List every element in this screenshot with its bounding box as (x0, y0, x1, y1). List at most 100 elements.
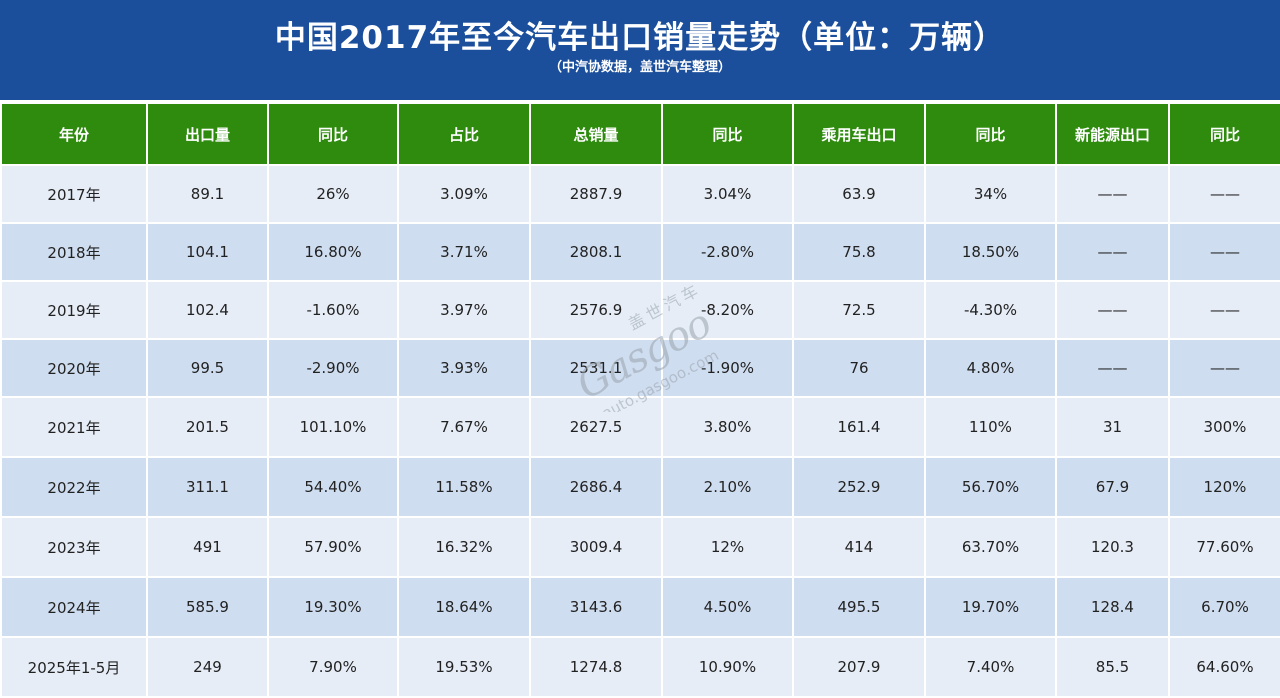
cell-total-sales: 1274.8 (529, 636, 663, 698)
cell-nev-yoy: —— (1168, 338, 1280, 398)
cell-nev-export: 128.4 (1055, 576, 1170, 638)
column-header-export-volume: 出口量 (146, 102, 269, 166)
cell-nev-yoy: 120% (1168, 456, 1280, 518)
cell-passenger-export: 252.9 (792, 456, 926, 518)
column-header-passenger-yoy: 同比 (924, 102, 1057, 166)
cell-export-volume: 585.9 (146, 576, 269, 638)
cell-nev-export: 85.5 (1055, 636, 1170, 698)
cell-year: 2018年 (0, 222, 148, 282)
cell-passenger-export: 72.5 (792, 280, 926, 340)
column-header-passenger-export: 乘用车出口 (792, 102, 926, 166)
cell-export-yoy: 7.90% (267, 636, 399, 698)
cell-nev-yoy: —— (1168, 280, 1280, 340)
cell-nev-yoy: —— (1168, 164, 1280, 224)
cell-export-volume: 102.4 (146, 280, 269, 340)
cell-passenger-yoy: 18.50% (924, 222, 1057, 282)
cell-total-yoy: 4.50% (661, 576, 794, 638)
cell-export-yoy: -1.60% (267, 280, 399, 340)
cell-year: 2022年 (0, 456, 148, 518)
cell-export-yoy: 26% (267, 164, 399, 224)
cell-nev-export: 67.9 (1055, 456, 1170, 518)
cell-nev-export: 120.3 (1055, 516, 1170, 578)
cell-total-yoy: 12% (661, 516, 794, 578)
column-header-year: 年份 (0, 102, 148, 166)
table-row: 2024年 585.9 19.30% 18.64% 3143.6 4.50% 495.5 19… (0, 576, 1280, 638)
cell-total-yoy: 2.10% (661, 456, 794, 518)
table-row: 2022年 311.1 54.40% 11.58% 2686.4 2.10% 252.9 56… (0, 456, 1280, 518)
cell-export-volume: 491 (146, 516, 269, 578)
page-title: 中国2017年至今汽车出口销量走势（单位：万辆） (274, 20, 1006, 56)
table-row: 2018年 104.1 16.80% 3.71% 2808.1 -2.80% 75.8 18.… (0, 222, 1280, 282)
cell-nev-export: —— (1055, 338, 1170, 398)
column-header-share: 占比 (397, 102, 531, 166)
cell-export-yoy: 57.90% (267, 516, 399, 578)
table-row: 2019年 102.4 -1.60% 3.97% 2576.9 -8.20% 72.5 -4.… (0, 280, 1280, 340)
cell-total-sales: 2887.9 (529, 164, 663, 224)
cell-share: 11.58% (397, 456, 531, 518)
cell-share: 3.97% (397, 280, 531, 340)
cell-export-yoy: -2.90% (267, 338, 399, 398)
column-header-nev-export: 新能源出口 (1055, 102, 1170, 166)
cell-total-yoy: 3.80% (661, 396, 794, 458)
cell-total-yoy: -8.20% (661, 280, 794, 340)
cell-passenger-export: 63.9 (792, 164, 926, 224)
cell-nev-export: —— (1055, 164, 1170, 224)
cell-total-yoy: -2.80% (661, 222, 794, 282)
cell-passenger-yoy: 63.70% (924, 516, 1057, 578)
cell-total-sales: 2808.1 (529, 222, 663, 282)
column-header-total-sales: 总销量 (529, 102, 663, 166)
cell-share: 19.53% (397, 636, 531, 698)
cell-total-sales: 2627.5 (529, 396, 663, 458)
cell-total-yoy: 10.90% (661, 636, 794, 698)
cell-export-yoy: 101.10% (267, 396, 399, 458)
cell-share: 7.67% (397, 396, 531, 458)
cell-year: 2025年1-5月 (0, 636, 148, 698)
cell-passenger-yoy: 56.70% (924, 456, 1057, 518)
cell-year: 2023年 (0, 516, 148, 578)
table-row: 2017年 89.1 26% 3.09% 2887.9 3.04% 63.9 34% —— —— (0, 164, 1280, 224)
table-header-row: 年份 出口量 同比 占比 总销量 同比 乘用车出口 同比 新能源出口 同比 (0, 102, 1280, 166)
cell-export-yoy: 54.40% (267, 456, 399, 518)
cell-nev-export: —— (1055, 280, 1170, 340)
cell-total-sales: 2531.1 (529, 338, 663, 398)
column-header-total-yoy: 同比 (661, 102, 794, 166)
table-row: 2025年1-5月 249 7.90% 19.53% 1274.8 10.90% 207.9… (0, 636, 1280, 698)
cell-share: 3.71% (397, 222, 531, 282)
cell-year: 2024年 (0, 576, 148, 638)
cell-nev-yoy: 6.70% (1168, 576, 1280, 638)
cell-nev-export: —— (1055, 222, 1170, 282)
cell-passenger-yoy: 110% (924, 396, 1057, 458)
cell-passenger-yoy: 34% (924, 164, 1057, 224)
cell-export-volume: 311.1 (146, 456, 269, 518)
cell-export-volume: 89.1 (146, 164, 269, 224)
cell-share: 18.64% (397, 576, 531, 638)
cell-share: 3.93% (397, 338, 531, 398)
cell-nev-export: 31 (1055, 396, 1170, 458)
cell-passenger-export: 75.8 (792, 222, 926, 282)
cell-passenger-export: 207.9 (792, 636, 926, 698)
cell-passenger-export: 414 (792, 516, 926, 578)
page-subtitle: （中汽协数据，盖世汽车整理） (548, 60, 731, 75)
cell-passenger-yoy: 19.70% (924, 576, 1057, 638)
column-header-export-yoy: 同比 (267, 102, 399, 166)
title-banner: 中国2017年至今汽车出口销量走势（单位：万辆） （中汽协数据，盖世汽车整理） (0, 0, 1280, 100)
table-row: 2020年 99.5 -2.90% 3.93% 2531.1 -1.90% 76 4.80% —… (0, 338, 1280, 398)
cell-year: 2020年 (0, 338, 148, 398)
cell-nev-yoy: —— (1168, 222, 1280, 282)
cell-total-yoy: -1.90% (661, 338, 794, 398)
table-body: 2017年 89.1 26% 3.09% 2887.9 3.04% 63.9 34% —— —— 2… (0, 164, 1280, 698)
column-header-nev-yoy: 同比 (1168, 102, 1280, 166)
table-row: 2023年 491 57.90% 16.32% 3009.4 12% 414 63.70% 12… (0, 516, 1280, 578)
cell-passenger-yoy: 7.40% (924, 636, 1057, 698)
cell-total-sales: 2686.4 (529, 456, 663, 518)
cell-total-sales: 2576.9 (529, 280, 663, 340)
cell-passenger-export: 161.4 (792, 396, 926, 458)
cell-share: 3.09% (397, 164, 531, 224)
cell-export-volume: 249 (146, 636, 269, 698)
cell-total-yoy: 3.04% (661, 164, 794, 224)
cell-nev-yoy: 64.60% (1168, 636, 1280, 698)
cell-export-yoy: 19.30% (267, 576, 399, 638)
cell-passenger-export: 76 (792, 338, 926, 398)
cell-nev-yoy: 77.60% (1168, 516, 1280, 578)
cell-passenger-yoy: -4.30% (924, 280, 1057, 340)
